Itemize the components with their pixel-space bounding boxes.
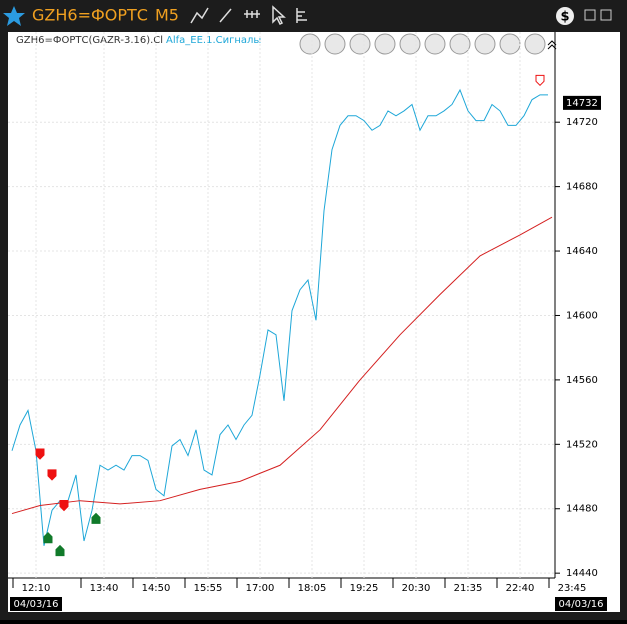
symbol[interactable]: GZH6=ФОРТС [32,6,148,25]
bars-tool[interactable] [244,10,260,18]
start-date: 04/03/16 [14,599,59,610]
y-tick-label: 14640 [566,246,598,257]
x-tick-label: 15:55 [194,583,223,594]
nav-button[interactable] [500,34,520,54]
nav-button[interactable] [475,34,495,54]
x-tick-label: 18:05 [298,583,327,594]
x-tick-label: 12:10 [22,583,51,594]
nav-button[interactable] [300,34,320,54]
plot-area [8,32,555,578]
x-tick-label: 22:40 [506,583,535,594]
last-price: 14732 [566,98,598,109]
y-tick-label: 14680 [566,182,598,193]
nav-button[interactable] [525,34,545,54]
nav-button[interactable] [425,34,445,54]
indicator-label: Alfa_EE.1.Сигналы [166,35,261,46]
x-tick-label: 14:50 [142,583,171,594]
y-tick-label: 14560 [566,375,598,386]
y-axis-panel [555,32,620,578]
y-tick-label: 14720 [566,117,598,128]
nav-buttons [300,34,556,54]
nav-button[interactable] [400,34,420,54]
x-tick-label: 13:40 [90,583,119,594]
y-tick-label: 14440 [566,568,598,579]
dollar-glyph: $ [560,10,569,25]
y-tick-label: 14520 [566,439,598,450]
end-date: 04/03/16 [559,599,604,610]
y-tick-label: 14480 [566,504,598,515]
nav-button[interactable] [325,34,345,54]
chart-title: GZH6=ФОРТС(GAZR-3.16).Cl [16,35,163,46]
x-tick-label: 23:45 [558,583,587,594]
x-tick-label: 19:25 [350,583,379,594]
nav-button[interactable] [450,34,470,54]
y-tick-label: 14600 [566,310,598,321]
nav-button[interactable] [350,34,370,54]
x-tick-label: 17:00 [246,583,275,594]
nav-button[interactable] [375,34,395,54]
x-tick-label: 20:30 [402,583,431,594]
x-tick-label: 21:35 [454,583,483,594]
timeframe[interactable]: M5 [155,6,179,25]
